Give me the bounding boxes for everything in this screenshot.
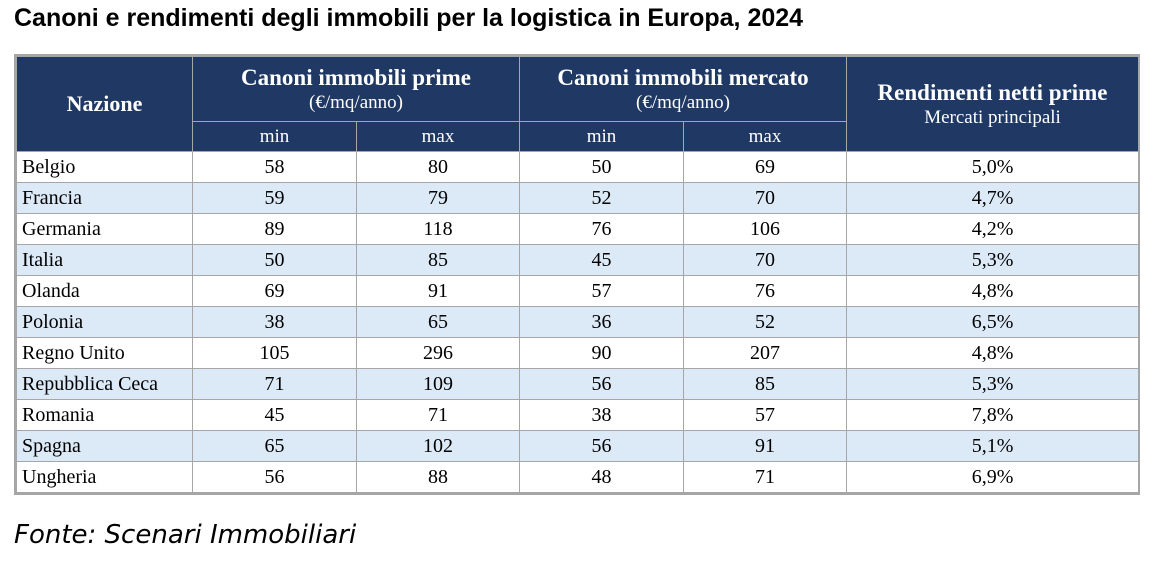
cell-country: Ungheria	[16, 461, 193, 493]
cell-prime-max: 102	[355, 430, 521, 462]
cell-market-max: 91	[683, 430, 848, 462]
cell-prime-max: 88	[355, 461, 521, 493]
cell-country: Repubblica Ceca	[16, 368, 193, 400]
header-rendimenti-label: Rendimenti netti prime	[877, 80, 1108, 105]
header-rendimenti-sub: Mercati principali	[924, 107, 1061, 128]
header-canoni-mercato: Canoni immobili mercato (€/mq/anno)	[519, 56, 848, 122]
table-row: Romania 45 71 38 57 7,8%	[16, 399, 1140, 431]
table-row: Italia 50 85 45 70 5,3%	[16, 244, 1140, 276]
cell-market-min: 90	[519, 337, 685, 369]
cell-prime-min: 38	[192, 306, 357, 338]
cell-country: Polonia	[16, 306, 193, 338]
data-table: Nazione Canoni immobili prime (€/mq/anno…	[16, 56, 1140, 493]
cell-country: Belgio	[16, 151, 193, 183]
cell-prime-min: 105	[192, 337, 357, 369]
cell-market-min: 57	[519, 275, 685, 307]
cell-prime-min: 58	[192, 151, 357, 183]
table-row: Regno Unito 105 296 90 207 4,8%	[16, 337, 1140, 369]
data-table-container: Nazione Canoni immobili prime (€/mq/anno…	[14, 54, 1140, 495]
header-canoni-mercato-unit: (€/mq/anno)	[636, 92, 730, 113]
cell-prime-max: 85	[355, 244, 521, 276]
cell-prime-min: 45	[192, 399, 357, 431]
header-canoni-mercato-label: Canoni immobili mercato	[557, 65, 809, 90]
cell-yield: 4,8%	[846, 275, 1140, 307]
cell-yield: 7,8%	[846, 399, 1140, 431]
table-row: Spagna 65 102 56 91 5,1%	[16, 430, 1140, 462]
cell-prime-min: 50	[192, 244, 357, 276]
table-body: Belgio 58 80 50 69 5,0% Francia 59 79 52 70 4,7% Ger…	[16, 151, 1140, 493]
cell-prime-min: 89	[192, 213, 357, 245]
cell-yield: 5,3%	[846, 368, 1140, 400]
cell-prime-min: 65	[192, 430, 357, 462]
cell-prime-max: 65	[355, 306, 521, 338]
cell-market-min: 50	[519, 151, 685, 183]
cell-yield: 5,0%	[846, 151, 1140, 183]
cell-market-max: 70	[683, 244, 848, 276]
header-nazione: Nazione	[16, 56, 193, 152]
cell-prime-max: 118	[355, 213, 521, 245]
cell-market-min: 56	[519, 368, 685, 400]
header-canoni-prime-label: Canoni immobili prime	[241, 65, 472, 90]
cell-market-min: 36	[519, 306, 685, 338]
cell-prime-min: 59	[192, 182, 357, 214]
header-canoni-prime: Canoni immobili prime (€/mq/anno)	[191, 56, 521, 122]
cell-prime-min: 71	[192, 368, 357, 400]
cell-market-max: 76	[683, 275, 848, 307]
cell-market-max: 69	[683, 151, 848, 183]
cell-market-min: 56	[519, 430, 685, 462]
header-rendimenti: Rendimenti netti prime Mercati principal…	[846, 56, 1140, 152]
table-row: Polonia 38 65 36 52 6,5%	[16, 306, 1140, 338]
table-row: Repubblica Ceca 71 109 56 85 5,3%	[16, 368, 1140, 400]
cell-prime-max: 71	[355, 399, 521, 431]
cell-yield: 5,1%	[846, 430, 1140, 462]
table-row: Belgio 58 80 50 69 5,0%	[16, 151, 1140, 183]
cell-market-min: 52	[519, 182, 685, 214]
cell-market-min: 76	[519, 213, 685, 245]
cell-market-max: 71	[683, 461, 848, 493]
cell-yield: 6,5%	[846, 306, 1140, 338]
cell-country: Romania	[16, 399, 193, 431]
cell-country: Francia	[16, 182, 193, 214]
cell-market-max: 85	[683, 368, 848, 400]
table-row: Olanda 69 91 57 76 4,8%	[16, 275, 1140, 307]
cell-market-min: 38	[519, 399, 685, 431]
cell-market-max: 57	[683, 399, 848, 431]
header-prime-min: min	[192, 121, 357, 152]
cell-prime-max: 296	[355, 337, 521, 369]
cell-market-max: 207	[683, 337, 848, 369]
cell-yield: 4,8%	[846, 337, 1140, 369]
cell-country: Germania	[16, 213, 193, 245]
table-header: Nazione Canoni immobili prime (€/mq/anno…	[16, 56, 1140, 152]
cell-market-max: 70	[683, 182, 848, 214]
header-mercato-min: min	[519, 121, 685, 152]
cell-yield: 6,9%	[846, 461, 1140, 493]
cell-market-min: 45	[519, 244, 685, 276]
cell-prime-max: 80	[355, 151, 521, 183]
cell-yield: 4,2%	[846, 213, 1140, 245]
cell-yield: 4,7%	[846, 182, 1140, 214]
header-canoni-prime-unit: (€/mq/anno)	[309, 92, 403, 113]
cell-prime-max: 79	[355, 182, 521, 214]
cell-country: Italia	[16, 244, 193, 276]
table-row: Ungheria 56 88 48 71 6,9%	[16, 461, 1140, 493]
table-row: Germania 89 118 76 106 4,2%	[16, 213, 1140, 245]
cell-market-max: 106	[683, 213, 848, 245]
header-prime-max: max	[355, 121, 521, 152]
source-note: Fonte: Scenari Immobiliari	[14, 520, 357, 550]
cell-country: Olanda	[16, 275, 193, 307]
cell-market-max: 52	[683, 306, 848, 338]
cell-country: Regno Unito	[16, 337, 193, 369]
cell-prime-min: 56	[192, 461, 357, 493]
cell-prime-min: 69	[192, 275, 357, 307]
cell-prime-max: 109	[355, 368, 521, 400]
cell-yield: 5,3%	[846, 244, 1140, 276]
header-mercato-max: max	[683, 121, 848, 152]
cell-country: Spagna	[16, 430, 193, 462]
table-row: Francia 59 79 52 70 4,7%	[16, 182, 1140, 214]
cell-prime-max: 91	[355, 275, 521, 307]
cell-market-min: 48	[519, 461, 685, 493]
page-title: Canoni e rendimenti degli immobili per l…	[14, 4, 804, 32]
